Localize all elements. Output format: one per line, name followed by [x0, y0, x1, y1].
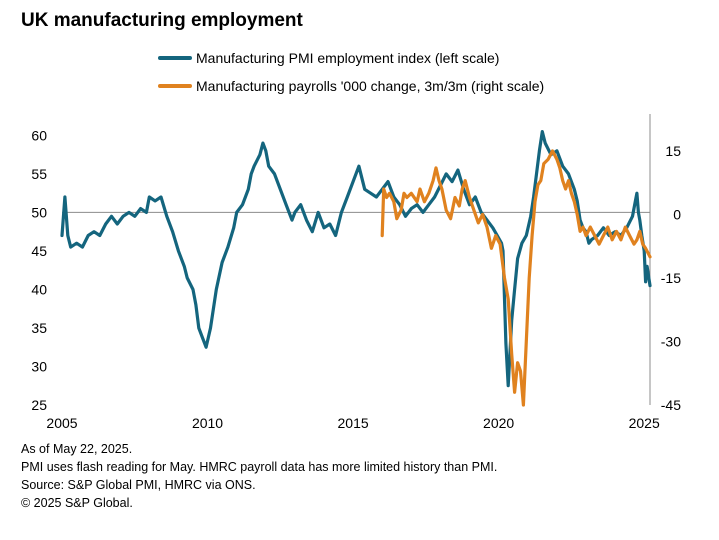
note-flash: PMI uses flash reading for May. HMRC pay…: [21, 460, 498, 474]
left-tick-label: 45: [31, 243, 47, 259]
x-tick-label: 2025: [629, 415, 660, 431]
left-tick-label: 25: [31, 397, 47, 413]
left-tick-label: 35: [31, 320, 47, 336]
x-tick-label: 2020: [483, 415, 514, 431]
left-tick-label: 55: [31, 166, 47, 182]
legend-item-pmi: Manufacturing PMI employment index (left…: [158, 48, 499, 68]
x-tick-label: 2010: [192, 415, 223, 431]
left-tick-label: 60: [31, 127, 47, 143]
legend-label-pmi: Manufacturing PMI employment index (left…: [196, 50, 500, 66]
legend-swatch-pmi: [158, 56, 192, 60]
right-tick-label: 15: [665, 143, 681, 159]
note-copyright: © 2025 S&P Global.: [21, 496, 133, 510]
left-axis-ticks: 60 55 50 45 40 35 30 25: [31, 127, 47, 413]
series-line-payrolls: [380, 149, 652, 407]
left-tick-label: 30: [31, 358, 47, 374]
left-tick-label: 50: [31, 204, 47, 220]
series-layer: [60, 130, 652, 407]
right-tick-label: -30: [661, 333, 681, 349]
legend-swatch-payrolls: [158, 84, 192, 88]
footnotes: As of May 22, 2025. PMI uses flash readi…: [21, 440, 497, 512]
right-axis-ticks: 15 0 -15 -30 -45: [661, 143, 681, 413]
chart-title: UK manufacturing employment: [21, 10, 303, 31]
note-as-of: As of May 22, 2025.: [21, 442, 133, 456]
series-line-pmi: [60, 130, 652, 388]
x-tick-label: 2015: [338, 415, 369, 431]
right-tick-label: -15: [661, 270, 681, 286]
right-tick-label: -45: [661, 397, 681, 413]
legend-item-payrolls: Manufacturing payrolls '000 change, 3m/3…: [158, 76, 544, 96]
left-tick-label: 40: [31, 281, 47, 297]
x-tick-label: 2005: [46, 415, 77, 431]
right-tick-label: 0: [673, 206, 681, 222]
reference-line-50: [62, 114, 651, 405]
x-axis-ticks: 2005 2010 2015 2020 2025: [46, 415, 660, 431]
note-source: Source: S&P Global PMI, HMRC via ONS.: [21, 478, 256, 492]
legend-label-payrolls: Manufacturing payrolls '000 change, 3m/3…: [196, 78, 545, 94]
